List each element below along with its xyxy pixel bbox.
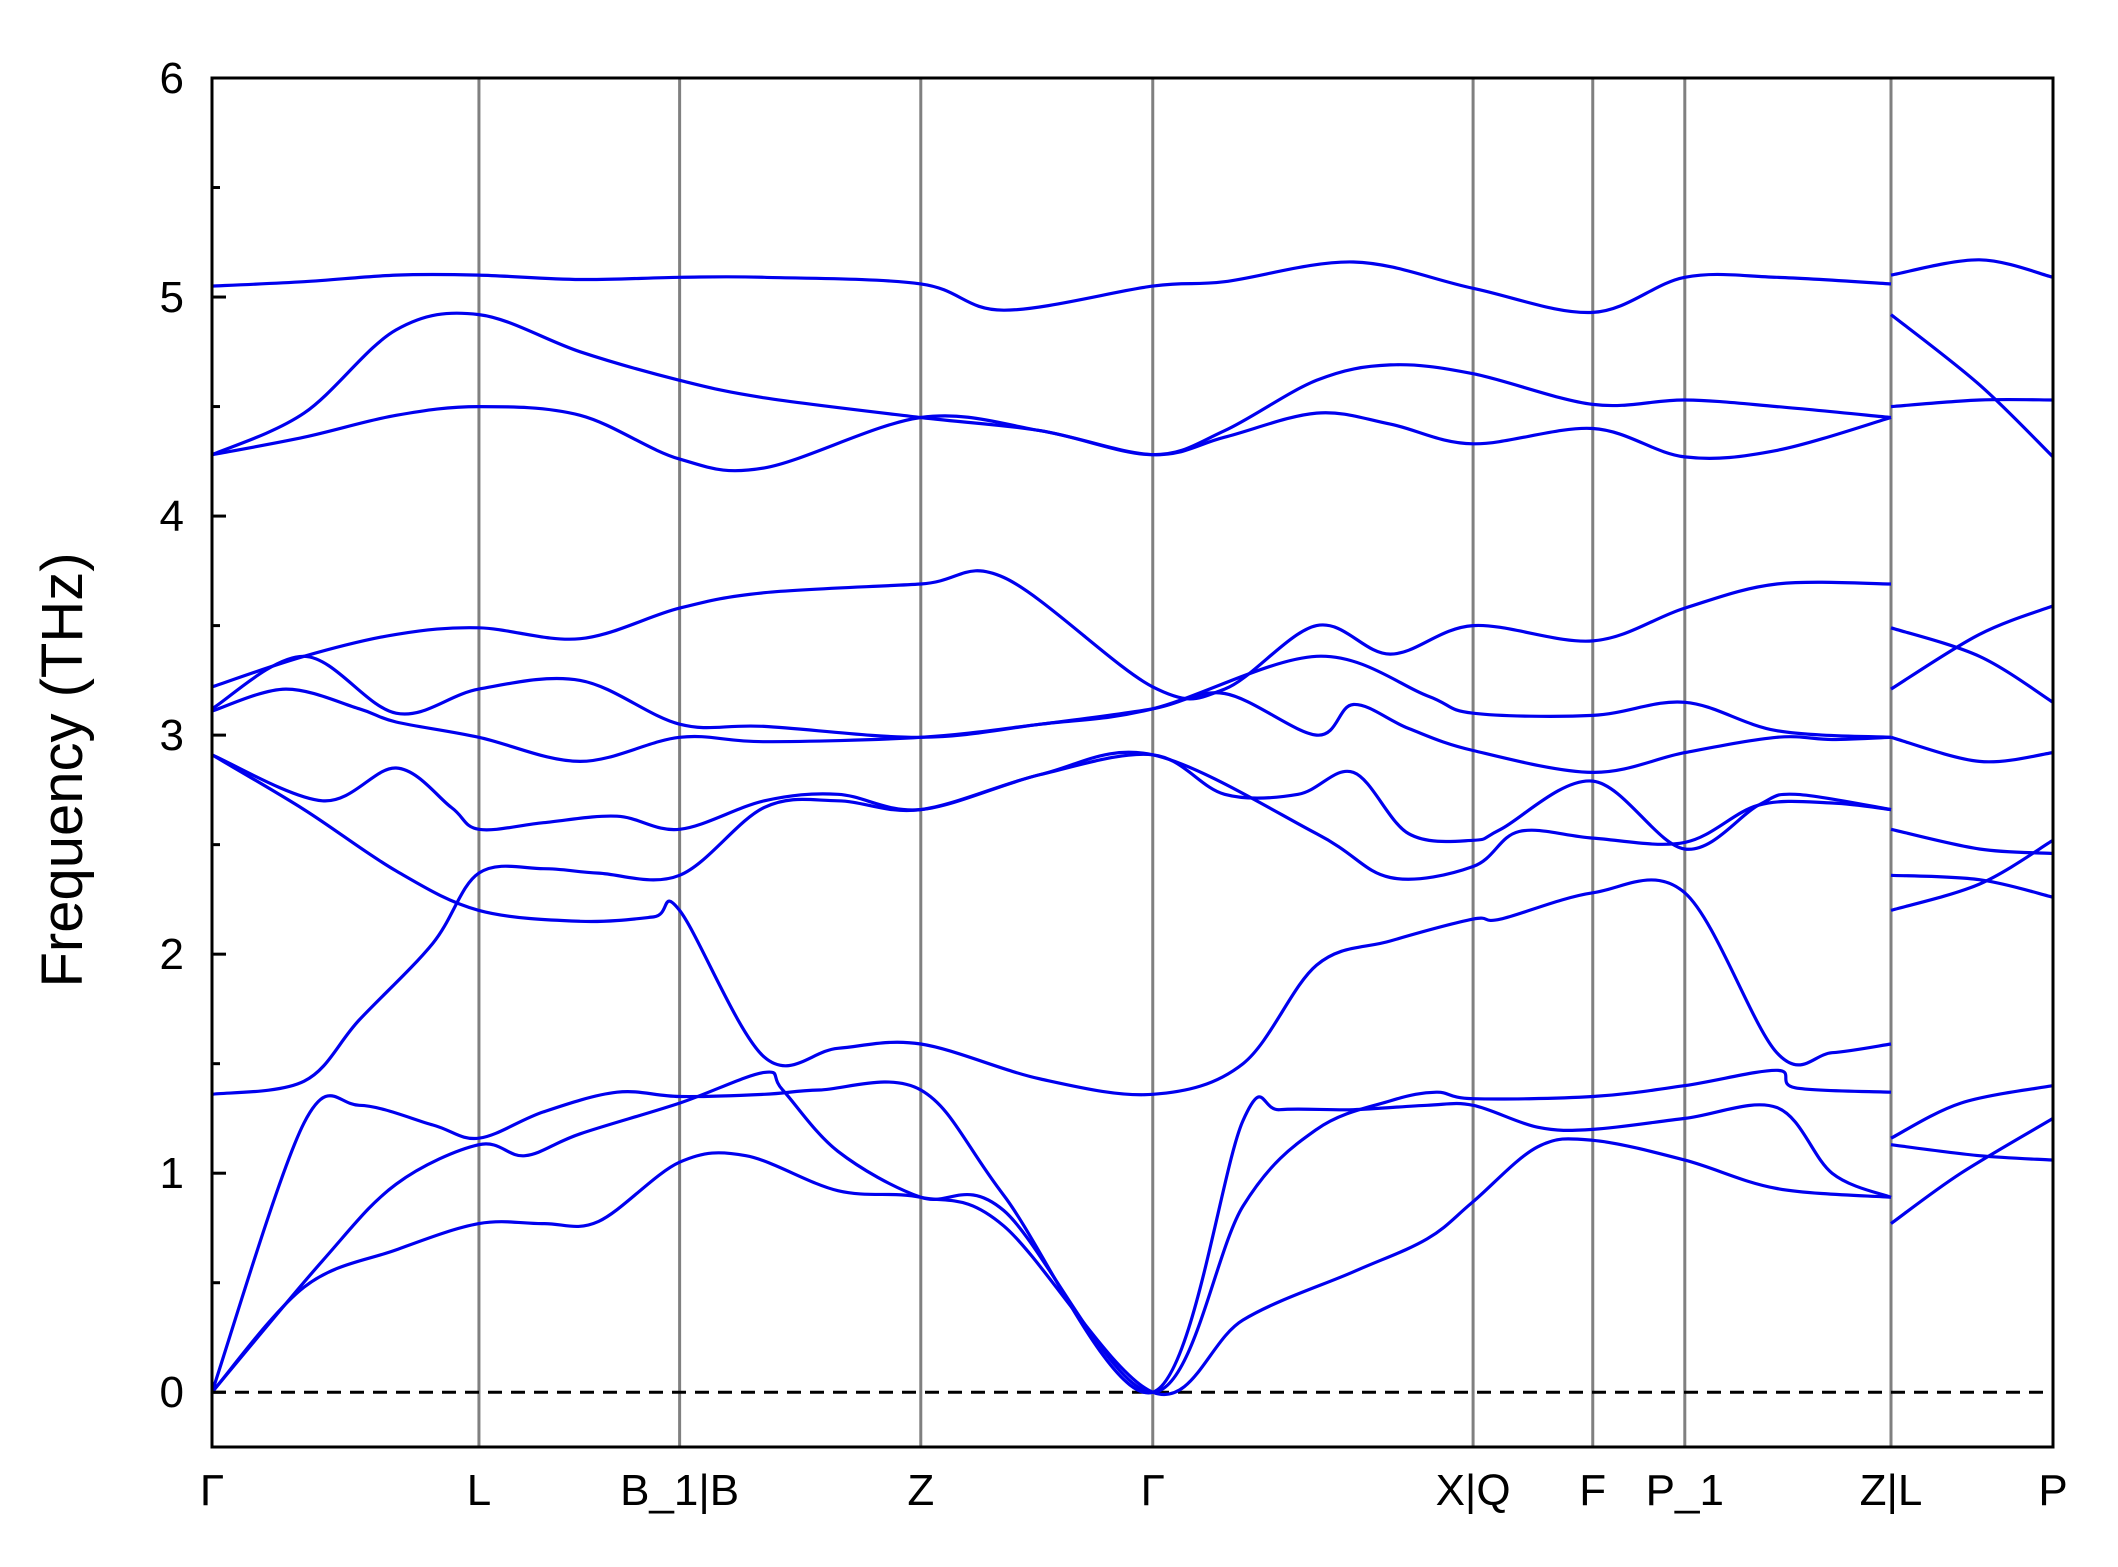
y-tick-label: 1: [160, 1149, 184, 1198]
x-tick-label: X|Q: [1436, 1466, 1511, 1515]
band-1: [210, 1080, 2054, 1395]
x-tick-label: F: [1579, 1466, 1606, 1515]
x-tick-label: Γ: [1141, 1466, 1165, 1515]
x-tick-label: P_1: [1646, 1466, 1724, 1515]
y-tick-label: 4: [160, 492, 184, 541]
band-4: [211, 752, 2054, 1096]
band-3: [210, 1068, 2054, 1394]
band-11: [211, 311, 2054, 457]
x-tick-label: Γ: [200, 1466, 224, 1515]
kpoint-lines: [477, 78, 1893, 1447]
phonon-bands: [210, 258, 2055, 1396]
band-7: [211, 604, 2054, 775]
band-12: [211, 258, 2054, 315]
plot-frame: [210, 76, 2055, 1449]
x-tick-label: Z|L: [1860, 1466, 1923, 1515]
x-tick-label: Z: [907, 1466, 934, 1515]
band-9: [211, 569, 2054, 704]
y-tick-label: 2: [160, 930, 184, 979]
y-tick-label: 5: [160, 273, 184, 322]
y-tick-label: 0: [160, 1368, 184, 1417]
band-6: [211, 753, 2054, 1097]
band-10: [211, 313, 2055, 473]
x-tick-label: P: [2038, 1466, 2067, 1515]
x-tick-label: L: [467, 1466, 491, 1515]
band-2: [210, 1117, 2054, 1396]
y-tick-label: 3: [160, 711, 184, 760]
y-ticks: 0 1 2 3 4 5 6: [160, 54, 226, 1417]
band-8: [211, 654, 2054, 764]
band-5: [211, 750, 2054, 899]
x-ticks: Γ L B_1|B Z Γ X|Q F P_1 Z|L P: [200, 1466, 2068, 1515]
y-tick-label: 6: [160, 54, 184, 103]
x-tick-label: B_1|B: [620, 1466, 739, 1515]
y-axis-title: Frequency (THz): [30, 552, 95, 987]
